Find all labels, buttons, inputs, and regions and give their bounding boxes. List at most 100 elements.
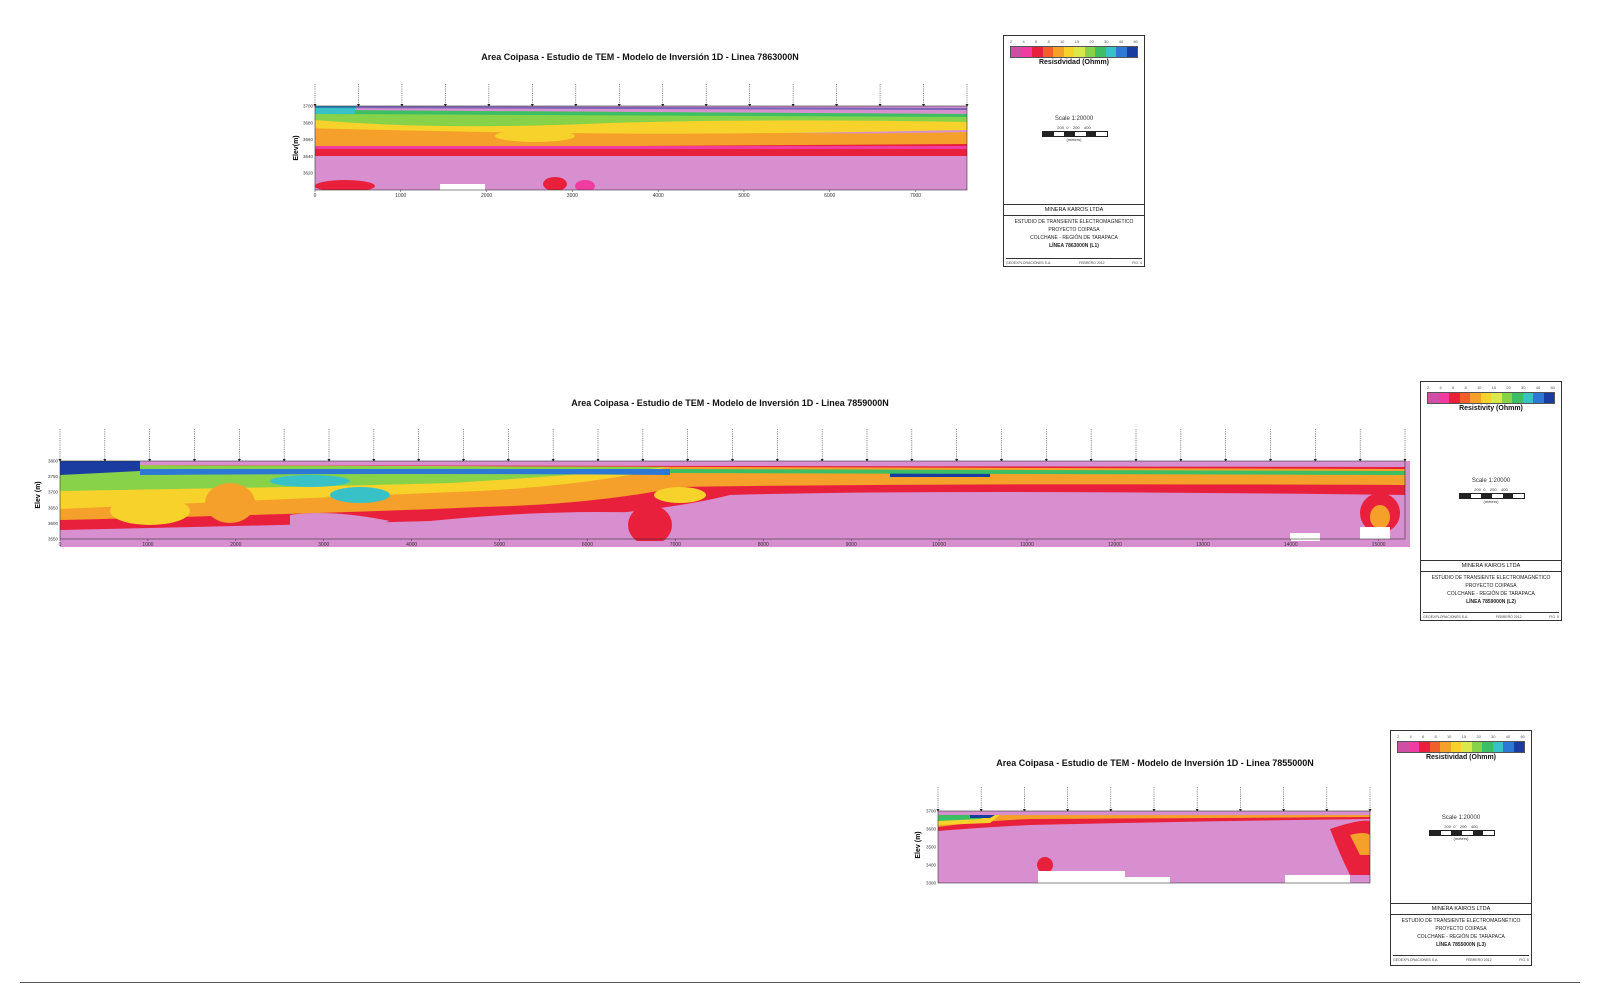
x-tick-label: 10000 [932, 542, 946, 548]
colorbar-swatch [1063, 47, 1074, 57]
colorbar-tick: 40 [1535, 385, 1541, 390]
colorbar-tick: 4 [1439, 385, 1442, 390]
station-marker [1282, 787, 1286, 812]
y-tick-label: 3550 [48, 537, 59, 542]
station-marker [936, 787, 940, 812]
station-marker [1000, 429, 1003, 462]
colorbar-swatch [1105, 47, 1116, 57]
x-tick-label: 1000 [395, 193, 406, 199]
colorbar-tick: 2 [1010, 39, 1013, 44]
colorbar-swatch [1512, 393, 1523, 403]
title-block-2: 2 4 6 8 10 15 20 30 40 60 Resistivity (Ohmm) Scal… [1420, 381, 1562, 621]
x-tick-label: 7000 [910, 193, 921, 199]
x-tick-label: 2000 [481, 193, 492, 199]
station-marker [148, 429, 152, 462]
colorbar-tick: 8 [1464, 385, 1467, 390]
colorbar-swatch [1513, 742, 1524, 752]
colorbar-swatch [1440, 742, 1451, 752]
colorbar-tick: 60 [1550, 385, 1555, 390]
station-marker [748, 84, 752, 107]
colorbar-tick: 60 [1520, 734, 1525, 739]
colorbar-swatch [1074, 47, 1085, 57]
station-marker [704, 84, 708, 107]
resistivity-section [315, 106, 967, 190]
colorbar-ticks: 2 4 6 8 10 15 20 30 40 60 [1397, 734, 1525, 741]
company-name: MINERA KAIROS LTDA [1004, 204, 1144, 216]
colorbar-tick: 15 [1461, 734, 1467, 739]
station-marker [1152, 787, 1156, 812]
x-tick-label: 13000 [1196, 542, 1210, 548]
colorbar-swatch [1533, 393, 1544, 403]
colorbar-tick: 4 [1022, 39, 1025, 44]
y-tick-label: 3640 [303, 154, 314, 159]
y-tick-label: 3700 [926, 809, 937, 814]
scale-text: Scale 1:20000 [1441, 815, 1481, 821]
company-name: MINERA KAIROS LTDA [1391, 903, 1531, 915]
station-marker [417, 429, 421, 462]
colorbar-swatch [1470, 393, 1481, 403]
colorbar-swatch [1543, 393, 1554, 403]
title-block-3: 2 4 6 8 10 15 20 30 40 60 Resistividad (Ohmm) Sca… [1390, 730, 1532, 966]
colorbar-tick: 20 [1506, 385, 1511, 390]
colorbar-swatch [1398, 742, 1409, 752]
station-marker [237, 429, 241, 462]
station-marker [955, 429, 959, 462]
colorbar-tick: 2 [1427, 385, 1430, 390]
colorbar-ticks: 2 4 6 8 10 15 20 30 40 60 [1010, 39, 1138, 46]
colorbar-tick: 30 [1491, 734, 1496, 739]
colorbar-swatch [1021, 47, 1032, 57]
station-marker [443, 84, 447, 107]
station-marker [1269, 429, 1272, 462]
station-marker [1313, 429, 1317, 462]
scale-ticks: 200 0 200 400 [1474, 487, 1508, 492]
station-marker [1066, 787, 1070, 812]
x-tick-label: 8000 [758, 542, 769, 548]
colorbar-swatch [1042, 47, 1053, 57]
colorbar-ticks: 2 4 6 8 10 15 20 30 40 60 [1427, 385, 1555, 392]
station-marker [1224, 429, 1228, 462]
station-marker [1134, 429, 1138, 462]
scale-bar [1459, 493, 1525, 499]
colorbar-swatch [1449, 393, 1460, 403]
colorbar-swatch [1428, 393, 1439, 403]
colorbar [1427, 392, 1555, 404]
station-marker [791, 84, 795, 107]
colorbar-swatch [1482, 742, 1493, 752]
company-name: MINERA KAIROS LTDA [1421, 560, 1561, 572]
colorbar-label: Resisdvidad (Ohmm) [1038, 59, 1109, 66]
station-marker [1022, 787, 1026, 812]
title-block-footer: GEOEXPLORACIONES S.A. FEBRERO 2012 FIG. 4 [1006, 258, 1142, 265]
x-tick-label: 1000 [142, 542, 153, 548]
station-marker [400, 84, 404, 107]
y-tick-label: 3600 [48, 521, 59, 526]
colorbar-tick: 2 [1397, 734, 1400, 739]
y-tick-label: 3300 [926, 881, 937, 886]
colorbar-tick: 60 [1133, 39, 1138, 44]
station-marker [530, 84, 534, 107]
colorbar-swatch [1429, 742, 1440, 752]
colorbar-tick: 8 [1047, 39, 1050, 44]
station-marker [596, 429, 600, 462]
station-marker [327, 429, 331, 462]
y-tick-label: 3650 [48, 505, 59, 510]
station-marker [1195, 787, 1199, 812]
station-marker [1325, 787, 1329, 812]
scale-text: Scale 1:20000 [1054, 116, 1094, 122]
colorbar-swatch [1491, 393, 1502, 403]
station-marker [820, 429, 824, 462]
colorbar-tick: 40 [1505, 734, 1511, 739]
page-bottom-rule [20, 982, 1580, 983]
colorbar-tick: 10 [1476, 385, 1482, 390]
y-tick-label: 3600 [926, 827, 937, 832]
x-tick-label: 4000 [653, 193, 664, 199]
title-block-footer: GEOEXPLORACIONES S.A. FEBRERO 2012 FIG. 6 [1393, 955, 1529, 962]
colorbar-tick: 8 [1434, 734, 1437, 739]
station-marker [922, 84, 926, 107]
x-tick-label: 7000 [670, 542, 681, 548]
station-marker [551, 429, 555, 462]
y-tick-label: 3660 [303, 137, 314, 142]
scale-unit: (meters) [1066, 137, 1082, 142]
colorbar-swatch [1011, 47, 1022, 57]
colorbar-tick: 10 [1059, 39, 1065, 44]
project-info: ESTUDIO DE TRANSIENTE ELECTROMAGNÉTICO P… [1401, 918, 1521, 948]
